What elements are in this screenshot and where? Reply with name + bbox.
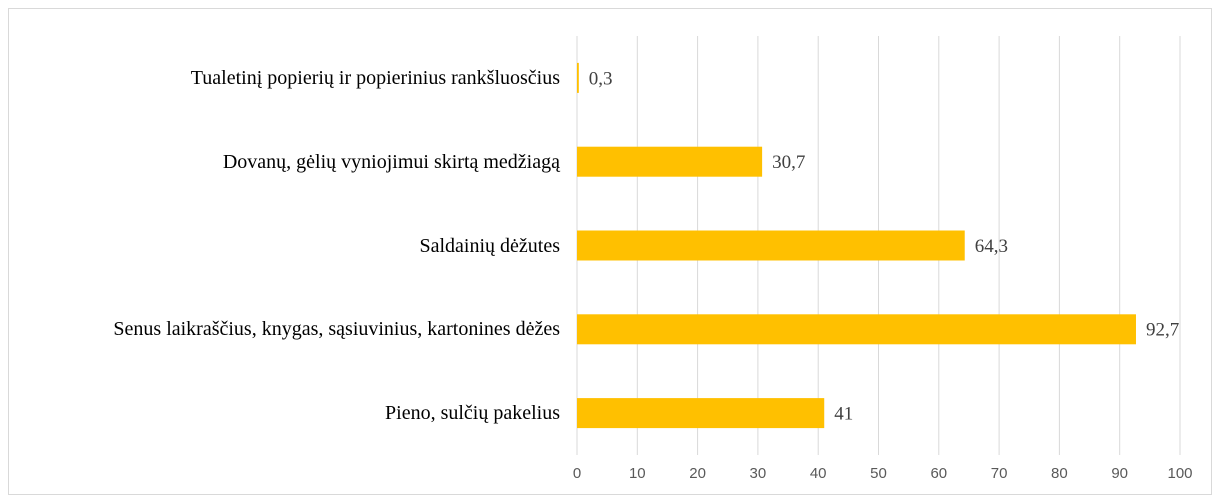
data-label: 30,7 [772,152,805,173]
x-tick-label: 0 [573,465,581,482]
x-tick-label: 30 [750,465,767,482]
bar [577,62,579,93]
chart-border [8,8,1212,495]
x-tick-label: 40 [810,465,827,482]
x-tick-label: 90 [1111,465,1128,482]
bar [577,314,1136,345]
x-tick-label: 20 [689,465,706,482]
x-tick-label: 50 [870,465,887,482]
bar [577,146,763,177]
category-label: Saldainių dėžutes [419,234,560,257]
data-label: 0,3 [589,68,613,89]
x-tick-label: 100 [1167,465,1192,482]
data-label: 64,3 [975,236,1008,257]
data-label: 41 [834,403,853,424]
category-label: Tualetinį popierių ir popierinius rankšl… [190,66,560,89]
data-label: 92,7 [1146,320,1179,341]
category-label: Senus laikraščius, knygas, sąsiuvinius, … [113,318,560,341]
bar [577,398,825,429]
x-tick-label: 70 [991,465,1008,482]
category-label: Pieno, sulčių pakelius [385,402,560,425]
category-label: Dovanų, gėlių vyniojimui skirtą medžiagą [222,150,560,173]
x-tick-label: 10 [629,465,646,482]
x-tick-label: 60 [930,465,947,482]
bar [577,230,965,261]
x-tick-label: 80 [1051,465,1068,482]
